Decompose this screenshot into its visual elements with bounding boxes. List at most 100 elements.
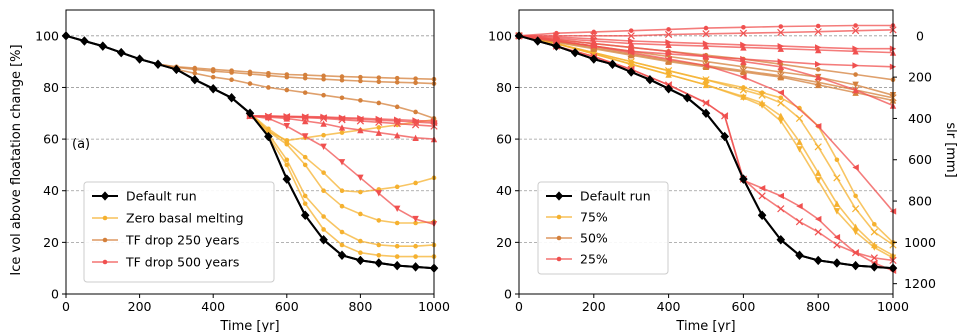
data-point [701,108,711,118]
data-point [870,254,878,262]
data-point [172,64,181,74]
legend-item: Zero basal melting [92,211,244,226]
legend-swatch-marker [102,215,108,221]
data-point [302,162,308,168]
data-point [394,132,401,139]
data-point [666,27,671,32]
data-point [302,90,308,95]
data-point [394,254,400,259]
y-tick-label: 0 [51,287,59,302]
marker-stroke [777,28,785,37]
data-point [394,220,400,226]
x-tick-label: 400 [201,299,225,314]
marker-stroke [739,67,748,75]
marker-stroke [590,32,598,40]
marker-stroke [833,241,841,249]
chart-panel-1: 0 200 400 600 800 1000 0 20 40 60 80 100 Time [yr] Ic… [9,9,450,332]
data-point [851,249,860,257]
data-point [321,188,326,194]
data-point [702,62,710,69]
data-point [374,258,383,268]
data-point [665,71,672,78]
data-point [796,146,803,153]
data-point [665,50,672,58]
marker-stroke [777,205,785,213]
data-point [412,215,419,223]
legend-item: TF drop 500 years [92,255,239,270]
legend-swatch-marker [100,191,110,201]
data-point [815,177,822,184]
data-point [302,154,308,160]
data-point [795,114,804,123]
data-point [339,229,345,235]
data-point [740,93,747,100]
data-point [740,73,747,81]
legend-swatch-marker [556,214,562,220]
data-point [870,228,878,236]
data-point [552,41,561,51]
data-point [815,67,821,72]
data-point [321,73,326,79]
marker-stroke [702,30,710,38]
data-point [740,68,747,76]
data-point [339,130,345,135]
data-point [590,42,597,50]
data-point [266,129,271,134]
data-point [777,112,784,120]
data-point [357,174,364,182]
data-point [321,227,326,232]
data-point [665,41,672,49]
data-point [777,45,784,52]
y-tick-label: 40 [43,183,59,198]
x-axis-label: Time [yr] [675,319,735,332]
data-point [777,99,785,107]
data-point [210,74,216,80]
data-point [394,116,401,123]
data-point [777,58,784,65]
series-line [157,63,435,80]
data-point [394,79,400,85]
y-tick-label: 80 [43,80,59,95]
data-point [339,95,345,101]
data-point [320,120,327,127]
data-point [411,262,420,272]
data-point [302,133,309,140]
data-point [282,174,291,184]
data-point [153,59,163,69]
data-point [852,164,859,171]
legend-swatch-marker [554,191,564,201]
data-point [394,243,400,249]
legend-label: Zero basal melting [126,211,244,226]
data-point [229,77,234,83]
data-point [683,93,692,103]
right-y-tick-label: 1200 [904,276,936,291]
data-point [394,104,400,110]
marker-stroke [702,99,710,107]
data-point [358,211,363,217]
data-point [702,58,710,65]
data-point [284,74,290,80]
marker-stroke [851,205,860,213]
data-point [321,132,326,138]
legend-item: 25% [546,252,608,267]
data-point [192,70,198,76]
data-point [338,124,346,131]
right-y-tick-label: 200 [908,70,932,85]
data-point [739,67,748,75]
data-point [777,28,785,37]
data-point [413,109,418,115]
data-point [758,184,766,192]
data-point [413,180,418,186]
data-point [302,193,308,199]
marker-stroke [777,72,785,80]
legend-item: 50% [546,231,608,246]
data-point [703,25,709,31]
data-point [302,75,308,81]
series-line [157,63,435,85]
legend-label: TF drop 500 years [125,255,239,270]
data-point [190,75,199,85]
data-point [628,40,635,47]
data-point [740,44,747,51]
data-point [664,84,673,94]
data-point [814,143,822,151]
